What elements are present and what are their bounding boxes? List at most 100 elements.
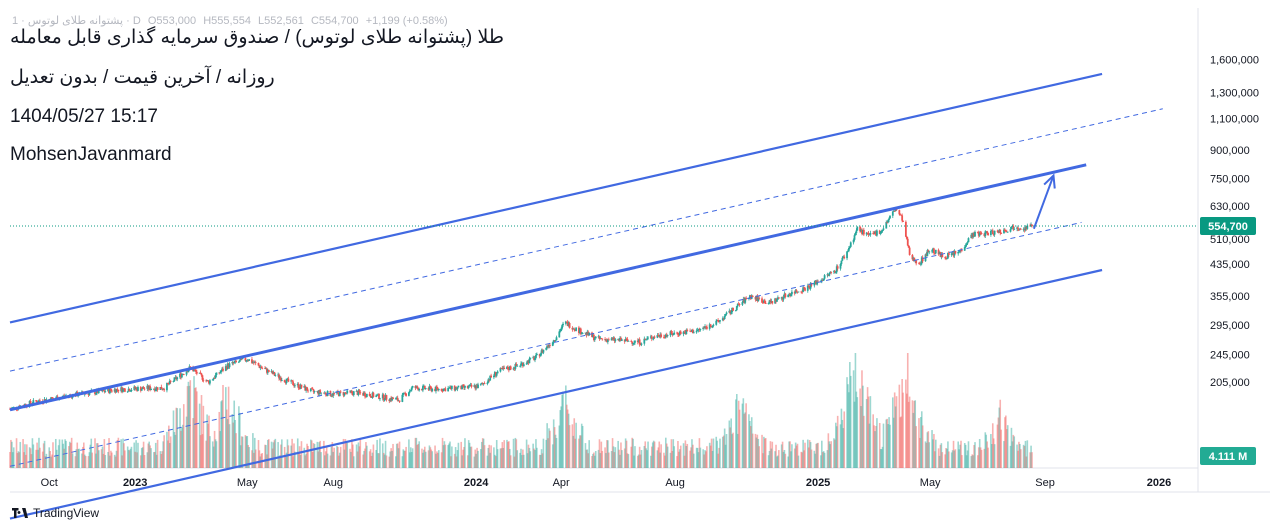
volume-bar xyxy=(796,443,799,468)
candle-body xyxy=(222,368,224,371)
volume-bar xyxy=(770,448,773,468)
volume-bar xyxy=(267,439,269,468)
candle-body xyxy=(238,360,241,362)
candle-body xyxy=(416,386,419,389)
candle-body xyxy=(134,386,137,389)
volume-bar xyxy=(450,456,452,468)
candle-body xyxy=(378,393,380,399)
candle-body xyxy=(810,283,813,286)
candle-body xyxy=(539,353,542,357)
volume-bar xyxy=(902,392,904,468)
volume-bar xyxy=(762,453,764,468)
volume-bar xyxy=(1010,427,1013,468)
candle-body xyxy=(768,300,771,304)
volume-bar xyxy=(338,455,340,468)
candle-body xyxy=(359,392,362,394)
volume-bar xyxy=(174,434,177,468)
volume-bar xyxy=(107,451,109,468)
volume-bar xyxy=(519,452,521,468)
volume-bar xyxy=(991,444,993,468)
candle-body xyxy=(676,332,678,334)
volume-bar xyxy=(679,445,682,468)
candle-body xyxy=(843,256,846,259)
volume-bar xyxy=(906,353,909,468)
volume-bar xyxy=(673,446,676,468)
volume-bar xyxy=(462,449,464,468)
channel-line-mid[interactable] xyxy=(9,221,1082,467)
volume-bar xyxy=(331,442,334,468)
volume-bar xyxy=(638,446,641,468)
candle-body xyxy=(804,288,806,291)
volume-bar xyxy=(940,443,943,468)
candle-body xyxy=(278,374,280,379)
candle-body xyxy=(833,271,836,273)
candle-body xyxy=(829,272,832,274)
volume-bar xyxy=(913,400,916,468)
volume-bar xyxy=(381,443,384,468)
candle-body xyxy=(764,303,767,305)
volume-bar xyxy=(722,435,725,468)
candle-body xyxy=(513,368,516,370)
volume-bar xyxy=(892,417,895,468)
candle-body xyxy=(490,375,493,378)
candle-body xyxy=(617,339,620,341)
candle-body xyxy=(545,347,548,350)
candle-body xyxy=(978,232,981,236)
candle-body xyxy=(587,331,590,336)
candle-body xyxy=(528,358,531,364)
volume-bar xyxy=(139,455,142,468)
candle-body xyxy=(882,228,885,230)
volume-bar xyxy=(232,422,235,468)
candle-body xyxy=(337,392,340,397)
candle-body xyxy=(840,260,843,265)
channel-line-upper-mid[interactable] xyxy=(9,108,1163,372)
candle-body xyxy=(872,233,875,234)
volume-bar xyxy=(809,442,812,468)
channel-line-upper[interactable] xyxy=(9,72,1103,324)
volume-bar xyxy=(780,444,783,468)
volume-bar xyxy=(89,444,92,468)
volume-bar xyxy=(370,455,373,468)
volume-bar xyxy=(967,441,970,468)
candle-body xyxy=(107,388,109,392)
candle-body xyxy=(780,297,783,299)
volume-bar xyxy=(431,451,434,468)
volume-bar xyxy=(265,445,267,468)
volume-bar xyxy=(630,446,633,468)
volume-bar xyxy=(490,445,492,468)
candle-body xyxy=(565,321,568,323)
candle-body xyxy=(685,330,688,335)
candle-body xyxy=(357,390,360,395)
volume-bar xyxy=(731,434,733,468)
volume-bar xyxy=(449,441,451,468)
volume-bar xyxy=(87,456,90,468)
volume-bar xyxy=(1005,429,1008,468)
volume-bar xyxy=(49,450,51,468)
channel-line-lower[interactable] xyxy=(9,268,1103,520)
candle-body xyxy=(245,360,248,362)
candle-body xyxy=(847,248,850,251)
tradingview-branding[interactable]: TradingView xyxy=(12,506,99,520)
candle-body xyxy=(211,379,214,381)
channel-line-main[interactable] xyxy=(9,163,1087,412)
candle-body xyxy=(402,393,405,395)
candle-body xyxy=(257,362,260,366)
volume-bar xyxy=(254,449,257,468)
volume-bar xyxy=(775,444,777,468)
volume-bar xyxy=(94,438,96,468)
candle-body xyxy=(533,357,535,361)
candle-body xyxy=(730,312,733,314)
volume-bar xyxy=(705,451,707,468)
volume-bar xyxy=(455,456,458,468)
candle-body xyxy=(124,388,126,392)
target-arrow[interactable] xyxy=(1032,175,1055,230)
volume-bar xyxy=(970,456,973,468)
volume-bar xyxy=(253,452,255,468)
volume-bar xyxy=(547,438,549,468)
candle-body xyxy=(388,399,391,401)
candle-body xyxy=(797,291,800,293)
volume-bar xyxy=(246,436,249,468)
volume-bar xyxy=(682,443,685,468)
volume-bar xyxy=(523,454,525,468)
